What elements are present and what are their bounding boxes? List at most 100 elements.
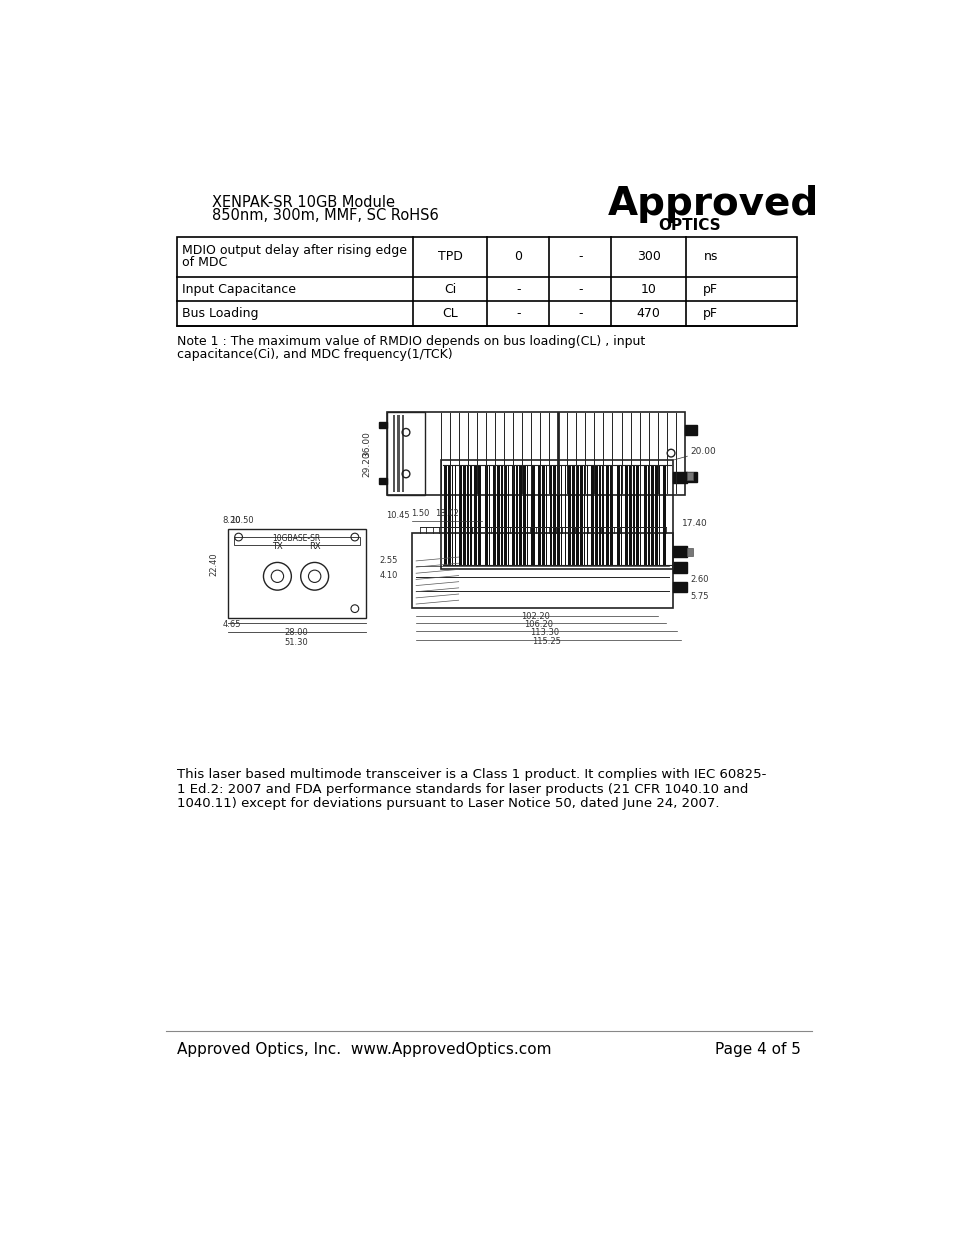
Text: 10GBASE-SR: 10GBASE-SR (273, 534, 320, 543)
Bar (572, 464, 575, 564)
Text: 2.60: 2.60 (690, 574, 708, 584)
Text: -: - (578, 308, 582, 320)
Text: 36.00: 36.00 (362, 431, 372, 457)
Text: XENPAK-SR 10GB Module: XENPAK-SR 10GB Module (212, 195, 395, 210)
Bar (530, 464, 533, 564)
Text: Input Capacitance: Input Capacitance (182, 283, 295, 295)
Bar (568, 464, 571, 564)
Text: capacitance(Ci), and MDC frequency(1/TCK): capacitance(Ci), and MDC frequency(1/TCK… (177, 347, 453, 361)
Bar (512, 464, 515, 564)
Text: 10.50: 10.50 (230, 516, 253, 525)
Bar (545, 464, 546, 564)
Bar (673, 472, 686, 483)
Bar (508, 464, 509, 564)
Bar (451, 464, 452, 564)
Bar (386, 411, 684, 495)
Bar (443, 464, 446, 564)
Bar (485, 464, 488, 564)
Bar (526, 464, 528, 564)
Text: 22.40: 22.40 (209, 552, 218, 576)
Text: pF: pF (702, 308, 718, 320)
Text: 1 Ed.2: 2007 and FDA performance standards for laser products (21 CFR 1040.10 an: 1 Ed.2: 2007 and FDA performance standar… (177, 783, 748, 795)
Text: Approved: Approved (607, 185, 818, 224)
Bar (402, 415, 404, 492)
Bar (624, 464, 627, 564)
Bar (639, 464, 640, 564)
Bar (378, 478, 386, 484)
Text: 102.20: 102.20 (520, 613, 549, 621)
Bar (537, 464, 540, 564)
Bar (686, 548, 692, 556)
Bar (620, 464, 621, 564)
Bar (662, 464, 665, 564)
Bar (673, 582, 686, 593)
Bar (605, 464, 608, 564)
Bar (470, 464, 471, 564)
Bar (673, 562, 686, 573)
Text: 5.75: 5.75 (690, 592, 708, 600)
Text: Ci: Ci (443, 283, 456, 295)
Bar (591, 464, 594, 564)
Bar (522, 464, 525, 564)
Text: 113.30: 113.30 (530, 627, 558, 637)
Bar (576, 464, 578, 564)
Text: Bus Loading: Bus Loading (182, 308, 258, 320)
Bar (177, 237, 797, 326)
Bar (595, 464, 597, 564)
Bar (462, 464, 465, 564)
Text: 13.02: 13.02 (435, 509, 458, 519)
Bar (632, 464, 635, 564)
Text: -: - (578, 251, 582, 263)
Text: Note 1 : The maximum value of RMDIO depends on bus loading(CL) , input: Note 1 : The maximum value of RMDIO depe… (177, 336, 645, 348)
Bar (233, 537, 359, 545)
Text: -: - (516, 308, 520, 320)
Text: -: - (516, 283, 520, 295)
Bar (579, 464, 582, 564)
Bar (393, 415, 395, 492)
Bar (489, 464, 490, 564)
Bar (684, 425, 696, 435)
Text: 300: 300 (636, 251, 659, 263)
Text: 0: 0 (514, 251, 522, 263)
Text: 850nm, 300m, MMF, SC RoHS6: 850nm, 300m, MMF, SC RoHS6 (212, 209, 438, 224)
Text: 4.65: 4.65 (222, 620, 240, 629)
Text: RX: RX (309, 542, 320, 551)
Bar (617, 464, 619, 564)
Bar (500, 464, 503, 564)
Bar (583, 464, 584, 564)
Text: TPD: TPD (437, 251, 462, 263)
Bar (636, 464, 639, 564)
Text: OPTICS: OPTICS (658, 217, 720, 232)
Bar (515, 464, 517, 564)
Bar (228, 530, 365, 618)
Text: MDIO output delay after rising edge: MDIO output delay after rising edge (182, 245, 407, 257)
Bar (684, 472, 696, 482)
Bar (686, 472, 692, 480)
Bar (553, 464, 556, 564)
Bar (643, 464, 646, 564)
Bar (598, 464, 600, 564)
Text: TX: TX (272, 542, 282, 551)
Bar (564, 464, 565, 564)
Text: CL: CL (442, 308, 457, 320)
Text: ns: ns (702, 251, 717, 263)
Bar (647, 464, 650, 564)
Bar (440, 461, 673, 569)
Bar (673, 546, 686, 557)
Bar (541, 464, 544, 564)
Text: 17.40: 17.40 (681, 519, 707, 527)
Bar (628, 464, 631, 564)
Text: 29.20: 29.20 (362, 451, 372, 477)
Bar (651, 464, 654, 564)
Text: 28.00: 28.00 (285, 627, 308, 637)
Text: Page 4 of 5: Page 4 of 5 (714, 1041, 800, 1057)
Bar (412, 534, 673, 608)
Text: 470: 470 (636, 308, 659, 320)
Text: of MDC: of MDC (182, 257, 227, 269)
Bar (474, 464, 476, 564)
Text: 2.55: 2.55 (379, 556, 397, 564)
Text: -: - (578, 283, 582, 295)
Text: 51.30: 51.30 (285, 637, 308, 647)
Text: 20.00: 20.00 (690, 447, 716, 456)
Text: 10.45: 10.45 (386, 511, 410, 520)
